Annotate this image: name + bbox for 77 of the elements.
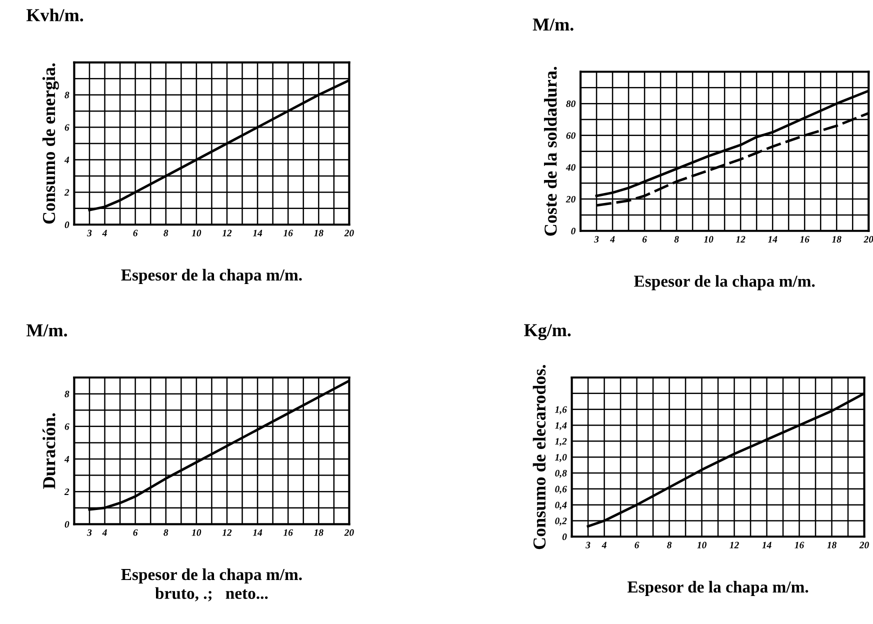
y-tick-label: 0 (64, 222, 70, 228)
y-tick-label: 4 (64, 456, 70, 462)
x-tick-label: 10 (192, 230, 202, 236)
x-tick-label: 3 (86, 529, 92, 536)
y-tick-label: 80 (566, 100, 576, 108)
x-tick-label: 6 (133, 529, 138, 536)
y-tick-label: 0,8 (555, 470, 567, 478)
y-axis-title: Duración. (42, 413, 56, 489)
x-tick-label: 20 (344, 230, 354, 236)
x-tick-label: 4 (610, 236, 615, 242)
x-axis-title: Espesor de la chapa m/m. (627, 580, 808, 596)
y-tick-label: 1,0 (555, 454, 567, 462)
y-tick-label: 40 (566, 164, 576, 171)
x-tick-label: 20 (344, 529, 354, 536)
x-tick-label: 12 (222, 230, 232, 236)
x-tick-label: 12 (222, 529, 232, 536)
x-tick-label: 3 (594, 236, 599, 243)
x-tick-label: 18 (314, 529, 324, 536)
x-tick-label: 8 (674, 236, 679, 243)
x-tick-label: 16 (283, 230, 293, 236)
x-tick-label: 14 (252, 230, 262, 236)
x-tick-label: 6 (642, 236, 647, 243)
x-tick-label: 14 (768, 236, 778, 242)
x-tick-label: 10 (697, 542, 706, 548)
y-axis-title: Coste de la soldadura. (544, 66, 557, 236)
x-tick-label: 16 (800, 236, 810, 243)
y-tick-label: 4 (64, 156, 70, 164)
y-tick-label: 1,4 (555, 422, 567, 430)
y-tick-label: 20 (566, 196, 576, 203)
x-tick-label: 18 (832, 236, 842, 243)
x-tick-label: 6 (634, 542, 640, 548)
x-tick-label: 12 (736, 236, 746, 242)
y-tick-label: 6 (64, 423, 70, 430)
y-tick-label: 8 (64, 92, 70, 98)
y-tick-label: 0 (562, 534, 567, 540)
x-tick-label: 8 (667, 542, 672, 548)
x-tick-label: 20 (859, 542, 869, 548)
y-tick-label: 0,4 (555, 502, 567, 510)
x-tick-label: 6 (133, 230, 138, 236)
y-tick-label: 0,6 (555, 486, 567, 494)
x-tick-label: 3 (86, 230, 92, 236)
x-axis-title: Espesor de la chapa m/m. (121, 268, 302, 284)
chart-title: M/m. (532, 18, 574, 31)
y-tick-label: 6 (64, 124, 70, 131)
x-tick-label: 20 (864, 236, 873, 243)
y-tick-label: 2 (64, 488, 70, 495)
x-tick-label: 16 (283, 529, 293, 536)
x-tick-label: 4 (602, 542, 606, 548)
x-tick-label: 12 (730, 542, 739, 548)
y-axis-title: Consumo de elecarodos. (532, 365, 546, 550)
y-tick-label: 8 (64, 390, 70, 398)
y-tick-label: 0 (571, 228, 576, 234)
y-tick-label: 1,6 (555, 406, 567, 414)
y-tick-label: 0,2 (555, 518, 567, 526)
chart-title: Kvh/m. (26, 8, 84, 22)
x-tick-label: 4 (102, 529, 107, 536)
x-axis-title: Espesor de la chapa m/m. (121, 568, 302, 584)
chart-title: Kg/m. (524, 324, 571, 340)
x-tick-label: 4 (102, 230, 107, 236)
x-tick-label: 10 (192, 529, 202, 536)
x-tick-label: 14 (762, 542, 772, 548)
chart-title: M/m. (26, 324, 68, 336)
x-tick-label: 3 (586, 542, 590, 548)
x-tick-label: 10 (704, 236, 714, 243)
y-tick-label: 1,2 (555, 438, 567, 446)
x-tick-label: 8 (164, 230, 168, 236)
y-tick-label: 2 (64, 189, 70, 196)
x-axis-title: Espesor de la chapa m/m. (634, 275, 815, 290)
x-tick-label: 14 (252, 529, 262, 536)
text: bruto, .; neto... (155, 587, 268, 602)
y-tick-label: 0 (64, 521, 70, 528)
y-tick-label: 60 (566, 132, 576, 139)
y-axis-title: Consumo de energia. (42, 63, 59, 224)
x-tick-label: 18 (314, 230, 324, 236)
x-tick-label: 8 (164, 529, 168, 536)
x-tick-label: 16 (794, 542, 804, 548)
x-tick-label: 18 (827, 542, 836, 548)
